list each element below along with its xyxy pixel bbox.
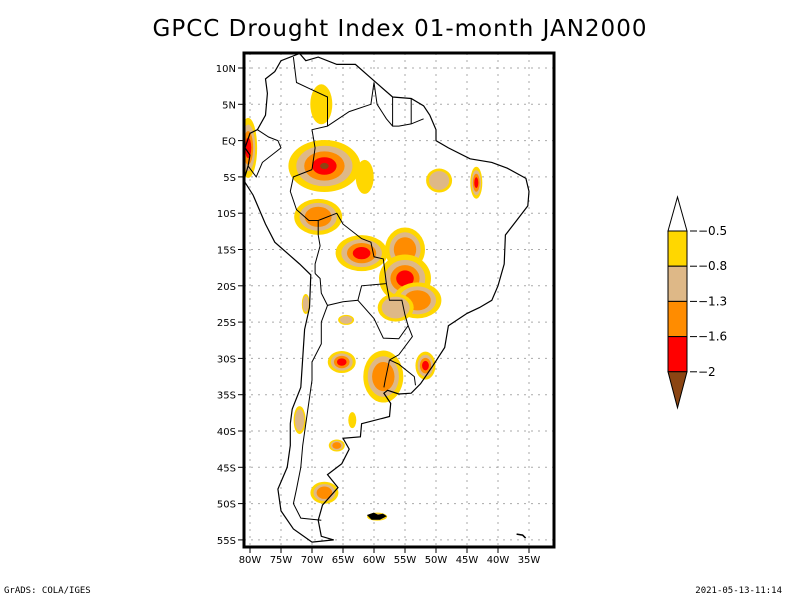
y-tick-label: 55S — [217, 536, 236, 547]
drought-area-brown — [320, 162, 329, 170]
drought-area-tan — [302, 296, 309, 312]
drought-area-red — [396, 270, 414, 287]
country-border — [289, 169, 321, 274]
y-tick-label: 15S — [217, 246, 236, 257]
x-tick-label: 55W — [394, 555, 417, 566]
continent-coastline — [244, 53, 530, 543]
x-tick-label: 40W — [487, 555, 510, 566]
country-border — [383, 359, 390, 388]
drought-area-orange — [304, 206, 332, 227]
colorbar-label: −1.6 — [698, 330, 727, 344]
colorbar-bottom-triangle — [667, 371, 688, 410]
drought-fills — [244, 84, 483, 521]
colorbar-band — [667, 230, 688, 267]
x-tick-label: 70W — [301, 555, 324, 566]
country-border — [389, 325, 413, 361]
colorbar-band — [667, 265, 688, 302]
y-tick-label: 5S — [223, 173, 236, 184]
drought-area-tan — [429, 171, 450, 190]
y-tick-label: 35S — [217, 391, 236, 402]
country-border — [247, 129, 282, 178]
y-tick-label: 5N — [222, 100, 236, 111]
timestamp: 2021-05-13-11:14 — [695, 586, 782, 596]
colorbar-label: −1.3 — [698, 294, 727, 308]
country-border — [292, 305, 328, 521]
country-border — [327, 82, 375, 127]
drought-area-tan — [339, 316, 353, 324]
south-georgia — [516, 533, 527, 539]
y-tick-label: 25S — [217, 318, 236, 329]
x-tick-label: 75W — [270, 555, 293, 566]
falkland-islands — [366, 512, 387, 520]
y-tick-label: 10N — [216, 64, 236, 75]
x-tick-label: 80W — [239, 555, 262, 566]
map-title: GPCC Drought Index 01-month JAN2000 — [152, 16, 648, 42]
drought-area-red — [352, 247, 371, 260]
drought-area-orange — [332, 442, 342, 449]
drought-area-orange — [372, 361, 395, 392]
country-border — [292, 57, 328, 170]
x-tick-label: 35W — [518, 555, 541, 566]
colorbar-label: −0.5 — [698, 224, 727, 238]
drought-area-orange — [316, 486, 333, 499]
grads-credit: GrADS: COLA/IGES — [4, 586, 91, 596]
drought-area-tan — [294, 409, 305, 432]
y-tick-label: EQ — [222, 137, 236, 148]
plot-frame — [242, 51, 556, 549]
colorbar-top-triangle — [667, 195, 688, 232]
colorbar-band — [667, 336, 688, 373]
y-tick-label: 20S — [217, 282, 236, 293]
coastlines-and-borders — [244, 53, 530, 543]
drought-area-red — [474, 177, 479, 189]
x-tick-label: 45W — [456, 555, 479, 566]
country-border — [389, 359, 416, 386]
colorbar-legend: −0.5 −0.8 −1.3 −1.6 −2 — [667, 195, 727, 410]
colorbar-label: −0.8 — [698, 259, 727, 273]
y-tick-label: 50S — [217, 500, 236, 511]
colorbar-label: −2 — [698, 365, 716, 379]
drought-area-red — [422, 360, 429, 371]
y-tick-label: 45S — [217, 463, 236, 474]
x-tick-label: 60W — [363, 555, 386, 566]
x-tick-label: 65W — [332, 555, 355, 566]
colorbar-band — [667, 300, 688, 338]
x-axis: 80W 75W 70W 65W 60W 55W 50W 45W 40W 35W — [239, 547, 541, 566]
y-tick-label: 30S — [217, 354, 236, 365]
drought-area-yellow — [310, 84, 333, 125]
drought-area-yellow — [355, 159, 374, 194]
drought-area-yellow — [348, 412, 357, 429]
y-tick-label: 40S — [217, 427, 236, 438]
y-axis: 10N 5N EQ 5S 10S 15S 20S 25S 30S 35S 40S 45S 50S 55S — [216, 64, 244, 547]
y-tick-label: 10S — [217, 209, 236, 220]
drought-area-red — [336, 358, 347, 366]
x-tick-label: 50W — [425, 555, 448, 566]
